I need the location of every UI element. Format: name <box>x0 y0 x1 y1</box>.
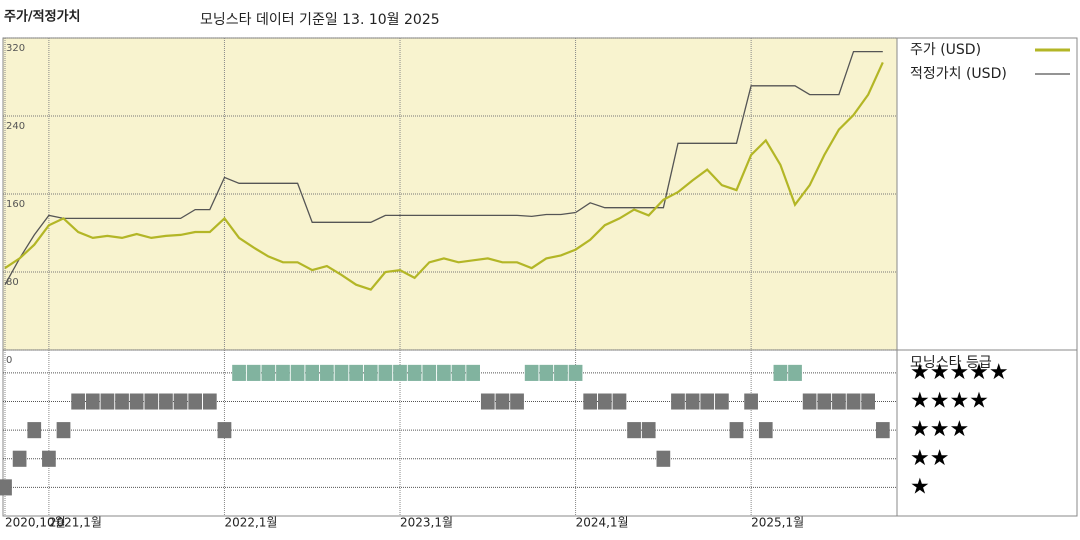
rating-label: ★ <box>910 474 930 499</box>
y-tick-label: 320 <box>6 43 25 54</box>
rating-hatch <box>729 422 744 439</box>
rating-title: 모닝스타 등급 <box>910 355 992 371</box>
rating-hatch <box>451 364 466 381</box>
rating-label: ★★★★★ <box>910 360 1009 385</box>
x-tick-label: 2020,10월 <box>5 516 66 530</box>
rating-hatch <box>100 393 115 410</box>
rating-hatch <box>685 393 700 410</box>
rating-hatch <box>524 364 539 381</box>
rating-hatch <box>42 450 56 467</box>
rating-hatch <box>641 422 656 439</box>
rating-hatch <box>802 393 817 410</box>
rating-hatch <box>832 393 846 410</box>
y-tick-label: 240 <box>6 121 25 132</box>
x-tick-label: 2023,1월 <box>400 516 453 530</box>
rating-hatch <box>437 364 451 381</box>
rating-hatch <box>159 393 173 410</box>
legend-label: 적정가치 (USD) <box>910 66 1007 82</box>
rating-hatch <box>495 393 510 410</box>
rating-hatch <box>290 364 305 381</box>
rating-hatch <box>349 364 363 381</box>
rating-hatch <box>188 393 203 410</box>
rating-hatch <box>71 393 85 410</box>
rating-hatch <box>334 364 349 381</box>
rating-hatch <box>407 364 422 381</box>
rating-hatch <box>758 422 773 439</box>
x-tick-label: 2021,1월 <box>49 516 102 530</box>
rating-hatch <box>627 422 641 439</box>
rating-hatch <box>539 364 554 381</box>
rating-hatch <box>320 364 334 381</box>
rating-hatch <box>612 393 627 410</box>
x-tick-label: 2022,1월 <box>224 516 277 530</box>
rating-hatch <box>276 364 290 381</box>
rating-hatch <box>378 364 393 381</box>
rating-hatch <box>422 364 437 381</box>
rating-hatch <box>393 364 407 381</box>
rating-hatch <box>173 393 188 410</box>
rating-hatch <box>715 393 729 410</box>
rating-hatch <box>788 364 802 381</box>
rating-hatch <box>115 393 129 410</box>
rating-hatch <box>598 393 612 410</box>
y-tick-label: 160 <box>6 199 25 210</box>
rating-hatch <box>363 364 378 381</box>
rating-hatch <box>203 393 217 410</box>
rating-hatch <box>232 364 246 381</box>
chart-title: 주가/적정가치 <box>4 9 81 25</box>
rating-hatch <box>144 393 159 410</box>
x-tick-label: 2024,1월 <box>576 516 629 530</box>
x-tick-label: 2025,1월 <box>751 516 804 530</box>
y-tick-label: 0 <box>6 355 12 366</box>
rating-hatch <box>246 364 261 381</box>
rating-hatch <box>554 364 568 381</box>
rating-hatch <box>261 364 276 381</box>
rating-hatch <box>217 422 232 439</box>
rating-hatch <box>875 422 890 439</box>
rating-hatch <box>817 393 832 410</box>
rating-hatch <box>12 450 27 467</box>
rating-hatch <box>0 479 12 496</box>
series-line <box>4 50 883 286</box>
rating-hatch <box>744 393 758 410</box>
rating-hatch <box>583 393 598 410</box>
rating-hatch <box>480 393 495 410</box>
rating-hatch <box>671 393 685 410</box>
rating-hatch <box>129 393 144 410</box>
rating-label: ★★★ <box>910 417 969 442</box>
rating-hatch <box>568 364 583 381</box>
rating-label: ★★ <box>910 446 949 471</box>
y-tick-label: 80 <box>6 277 19 288</box>
rating-hatch <box>656 450 671 467</box>
rating-hatch <box>466 364 480 381</box>
rating-hatch <box>700 393 715 410</box>
rating-hatch <box>305 364 320 381</box>
rating-hatch <box>861 393 875 410</box>
rating-hatch <box>85 393 100 410</box>
rating-hatch <box>510 393 524 410</box>
rating-hatch <box>27 422 42 439</box>
series-line <box>4 61 884 291</box>
rating-label: ★★★★ <box>910 389 989 414</box>
rating-hatch <box>846 393 861 410</box>
rating-hatch <box>773 364 788 381</box>
rating-hatch <box>56 422 71 439</box>
chart-subtitle: 모닝스타 데이터 기준일 13. 10월 2025 <box>200 12 440 28</box>
legend-label: 주가 (USD) <box>910 42 981 58</box>
